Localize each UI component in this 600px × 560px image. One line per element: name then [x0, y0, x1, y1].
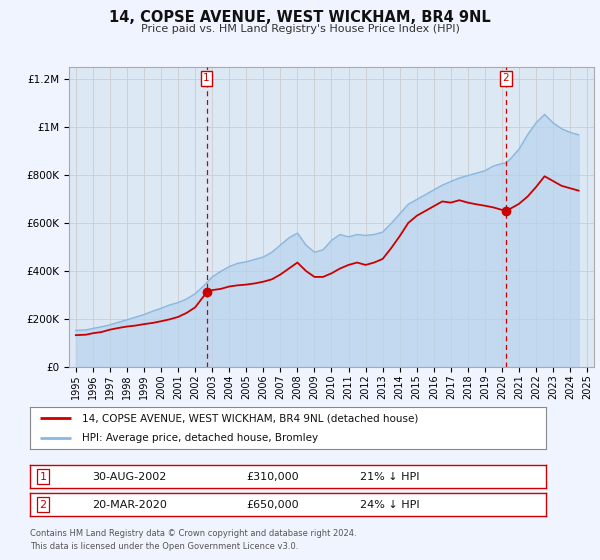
- Text: 24% ↓ HPI: 24% ↓ HPI: [360, 500, 420, 510]
- Text: 14, COPSE AVENUE, WEST WICKHAM, BR4 9NL (detached house): 14, COPSE AVENUE, WEST WICKHAM, BR4 9NL …: [82, 413, 418, 423]
- Text: 1: 1: [40, 472, 46, 482]
- Text: 2: 2: [40, 500, 46, 510]
- Text: This data is licensed under the Open Government Licence v3.0.: This data is licensed under the Open Gov…: [30, 542, 298, 551]
- Text: 1: 1: [203, 73, 210, 83]
- Text: Price paid vs. HM Land Registry's House Price Index (HPI): Price paid vs. HM Land Registry's House …: [140, 24, 460, 34]
- Text: 30-AUG-2002: 30-AUG-2002: [92, 472, 166, 482]
- Text: HPI: Average price, detached house, Bromley: HPI: Average price, detached house, Brom…: [82, 433, 318, 443]
- Text: 21% ↓ HPI: 21% ↓ HPI: [360, 472, 420, 482]
- Text: Contains HM Land Registry data © Crown copyright and database right 2024.: Contains HM Land Registry data © Crown c…: [30, 529, 356, 538]
- Text: £310,000: £310,000: [247, 472, 299, 482]
- Text: 2: 2: [502, 73, 509, 83]
- Text: 14, COPSE AVENUE, WEST WICKHAM, BR4 9NL: 14, COPSE AVENUE, WEST WICKHAM, BR4 9NL: [109, 10, 491, 25]
- Text: £650,000: £650,000: [247, 500, 299, 510]
- Text: 20-MAR-2020: 20-MAR-2020: [92, 500, 167, 510]
